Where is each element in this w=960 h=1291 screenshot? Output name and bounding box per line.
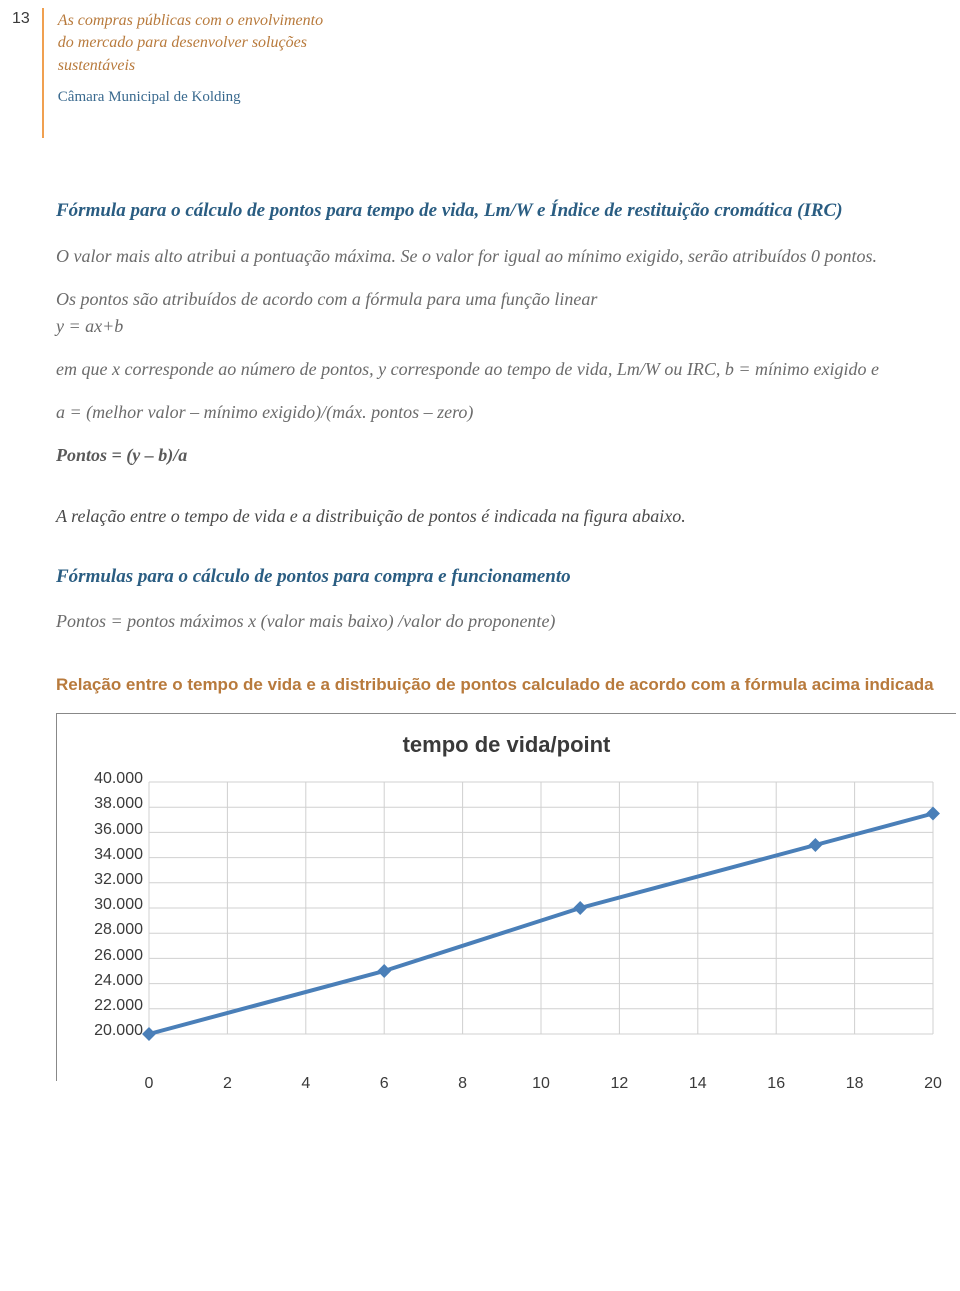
y-tick-label: 24.000: [71, 972, 143, 990]
y-tick-label: 22.000: [71, 997, 143, 1015]
x-tick-label: 12: [610, 1075, 628, 1093]
page-header: 13 As compras públicas com o envolviment…: [0, 0, 960, 138]
y-tick-label: 32.000: [71, 871, 143, 889]
content-region: Fórmula para o cálculo de pontos para te…: [0, 138, 960, 1081]
section1-p3: em que x corresponde ao número de pontos…: [56, 356, 942, 383]
section2-title: Fórmulas para o cálculo de pontos para c…: [56, 564, 942, 591]
header-text-block: As compras públicas com o envolvimento d…: [58, 8, 323, 106]
chart-svg: [149, 782, 933, 1034]
chart-container: tempo de vida/point 40.000 38.000 36.000 34…: [56, 713, 956, 1081]
y-tick-label: 30.000: [71, 896, 143, 914]
chart-marker: [809, 839, 822, 852]
header-subtitle: Câmara Municipal de Kolding: [58, 89, 323, 106]
header-divider: [42, 8, 44, 138]
x-tick-label: 20: [924, 1075, 942, 1093]
section1-p5-label: Pontos = (y – b)/a: [56, 445, 187, 465]
section2-p1: Pontos = pontos máximos x (valor mais ba…: [56, 608, 942, 635]
chart-marker: [574, 902, 587, 915]
chart-heading: Relação entre o tempo de vida e a distri…: [56, 675, 942, 695]
header-title-line: do mercado para desenvolver soluções: [58, 32, 323, 54]
y-tick-label: 38.000: [71, 795, 143, 813]
section1-p4: a = (melhor valor – mínimo exigido)/(máx…: [56, 399, 942, 426]
y-tick-label: 26.000: [71, 947, 143, 965]
y-tick-label: 40.000: [71, 770, 143, 788]
y-tick-label: 20.000: [71, 1022, 143, 1040]
x-tick-label: 18: [846, 1075, 864, 1093]
y-tick-label: 34.000: [71, 846, 143, 864]
section1-p2: Os pontos são atribuídos de acordo com a…: [56, 286, 942, 340]
x-tick-label: 8: [458, 1075, 467, 1093]
chart-plot-area: [149, 782, 933, 1034]
section1-p2b: y = ax+b: [56, 316, 123, 336]
x-tick-label: 6: [380, 1075, 389, 1093]
chart-title: tempo de vida/point: [57, 714, 956, 758]
chart-y-axis: 40.000 38.000 36.000 34.000 32.000 30.000 28.0…: [71, 770, 143, 1042]
page-number: 13: [12, 8, 42, 28]
section1-p1: O valor mais alto atribui a pontuação má…: [56, 243, 942, 270]
chart-marker: [143, 1028, 156, 1041]
section1-p5: Pontos = (y – b)/a: [56, 442, 942, 469]
x-tick-label: 14: [689, 1075, 707, 1093]
x-tick-label: 10: [532, 1075, 550, 1093]
x-tick-label: 16: [767, 1075, 785, 1093]
x-tick-label: 2: [223, 1075, 232, 1093]
section1-p2a: Os pontos são atribuídos de acordo com a…: [56, 289, 597, 309]
section1-title: Fórmula para o cálculo de pontos para te…: [56, 198, 942, 225]
header-title-line: sustentáveis: [58, 55, 323, 77]
y-tick-label: 36.000: [71, 821, 143, 839]
chart-marker: [927, 807, 940, 820]
y-tick-label: 28.000: [71, 921, 143, 939]
chart-marker: [378, 965, 391, 978]
relation-line: A relação entre o tempo de vida e a dist…: [56, 503, 942, 530]
header-title-line: As compras públicas com o envolvimento: [58, 10, 323, 32]
x-tick-label: 0: [145, 1075, 154, 1093]
x-tick-label: 4: [301, 1075, 310, 1093]
